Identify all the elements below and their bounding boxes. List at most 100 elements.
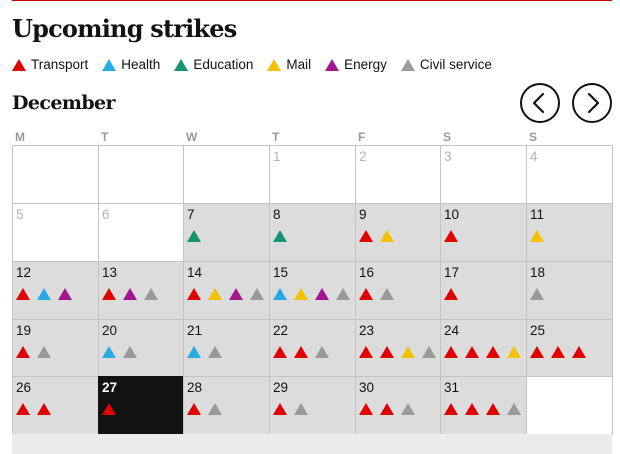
calendar-day-18[interactable]: 18 <box>526 261 613 320</box>
calendar-day-26[interactable]: 26 <box>12 376 99 435</box>
legend-item-civil-service: Civil service <box>400 57 492 72</box>
calendar-day-3[interactable]: 3 <box>440 145 527 204</box>
day-number: 3 <box>444 149 452 164</box>
mail-strike-icon <box>267 58 282 71</box>
transport-strike-icon <box>12 58 26 71</box>
legend-item-mail: Mail <box>267 57 311 72</box>
education-strike-icon <box>273 230 287 242</box>
calendar-day-25[interactable]: 25 <box>526 319 613 377</box>
strike-icons <box>273 403 315 415</box>
transport-strike-icon <box>16 288 30 300</box>
civil-service-strike-icon <box>294 403 308 415</box>
civil-service-strike-icon <box>208 346 222 358</box>
mail-strike-icon <box>401 346 415 358</box>
weekday-label: S <box>529 130 538 144</box>
calendar-day-24[interactable]: 24 <box>440 319 527 377</box>
mail-strike-icon <box>208 288 222 300</box>
strike-icons <box>16 403 58 415</box>
calendar-day-15[interactable]: 15 <box>269 261 356 320</box>
day-number: 9 <box>359 207 367 222</box>
transport-strike-icon <box>380 346 394 358</box>
day-number: 4 <box>530 149 538 164</box>
day-number: 20 <box>102 323 118 338</box>
calendar-day-19[interactable]: 19 <box>12 319 99 377</box>
chevron-right-icon <box>587 92 600 114</box>
calendar-day-31[interactable]: 31 <box>440 376 527 435</box>
calendar-day-5[interactable]: 5 <box>12 203 99 262</box>
calendar-day-22[interactable]: 22 <box>269 319 356 377</box>
calendar-day-30[interactable]: 30 <box>355 376 441 435</box>
civil-service-strike-icon <box>208 403 222 415</box>
previous-month-button[interactable] <box>520 83 560 123</box>
transport-strike-icon <box>359 403 373 415</box>
day-number: 5 <box>16 207 24 222</box>
day-number: 28 <box>187 380 203 395</box>
top-rule <box>12 0 612 1</box>
next-month-button[interactable] <box>572 83 612 123</box>
transport-strike-icon <box>572 346 586 358</box>
energy-strike-icon <box>315 288 329 300</box>
calendar-day-28[interactable]: 28 <box>183 376 270 435</box>
calendar-day-6[interactable]: 6 <box>98 203 184 262</box>
strike-icons <box>444 230 465 242</box>
energy-strike-icon <box>123 288 137 300</box>
calendar-day-7[interactable]: 7 <box>183 203 270 262</box>
calendar-day-9[interactable]: 9 <box>355 203 441 262</box>
health-strike-icon <box>102 58 117 71</box>
transport-strike-icon <box>486 346 500 358</box>
transport-strike-icon <box>551 346 565 358</box>
strike-icons <box>187 346 229 358</box>
calendar-day-12[interactable]: 12 <box>12 261 99 320</box>
strike-icons <box>530 230 551 242</box>
civil-service-strike-icon <box>144 288 158 300</box>
health-strike-icon <box>102 346 116 358</box>
calendar-day-21[interactable]: 21 <box>183 319 270 377</box>
legend: Transport Health Education Mail Energy Civil … <box>12 57 506 72</box>
calendar-day-14[interactable]: 14 <box>183 261 270 320</box>
legend-item-energy: Energy <box>325 57 387 72</box>
calendar-day-8[interactable]: 8 <box>269 203 356 262</box>
calendar-day-29[interactable]: 29 <box>269 376 356 435</box>
civil-service-strike-icon <box>401 403 415 415</box>
mail-strike-icon <box>507 346 521 358</box>
day-number: 2 <box>359 149 367 164</box>
day-number: 17 <box>444 265 460 280</box>
calendar-day-20[interactable]: 20 <box>98 319 184 377</box>
civil-service-strike-icon <box>530 288 544 300</box>
legend-label: Health <box>121 57 161 72</box>
transport-strike-icon <box>273 403 287 415</box>
calendar-day-11[interactable]: 11 <box>526 203 613 262</box>
transport-strike-icon <box>102 403 116 415</box>
calendar-day-16[interactable]: 16 <box>355 261 441 320</box>
calendar-day-1[interactable]: 1 <box>269 145 356 204</box>
transport-strike-icon <box>16 346 30 358</box>
energy-strike-icon <box>325 58 340 71</box>
mail-strike-icon <box>294 288 308 300</box>
legend-label: Transport <box>31 57 89 72</box>
day-number: 25 <box>530 323 546 338</box>
calendar-day-10[interactable]: 10 <box>440 203 527 262</box>
strike-icons <box>102 403 123 415</box>
transport-strike-icon <box>530 346 544 358</box>
calendar-day-13[interactable]: 13 <box>98 261 184 320</box>
education-strike-icon <box>174 58 189 71</box>
weekday-label: M <box>15 130 25 144</box>
calendar-day-empty <box>183 145 270 204</box>
calendar-day-17[interactable]: 17 <box>440 261 527 320</box>
civil-service-strike-icon <box>250 288 264 300</box>
transport-strike-icon <box>444 230 458 242</box>
day-number: 7 <box>187 207 195 222</box>
strike-icons <box>359 403 422 415</box>
day-number: 15 <box>273 265 289 280</box>
day-number: 1 <box>273 149 281 164</box>
calendar-day-23[interactable]: 23 <box>355 319 441 377</box>
day-number: 18 <box>530 265 546 280</box>
calendar-day-27[interactable]: 27 <box>98 376 184 435</box>
strike-icons <box>359 288 401 300</box>
calendar-day-4[interactable]: 4 <box>526 145 613 204</box>
strike-icons <box>444 288 465 300</box>
weekday-label: S <box>443 130 452 144</box>
transport-strike-icon <box>294 346 308 358</box>
legend-label: Mail <box>286 57 312 72</box>
calendar-day-2[interactable]: 2 <box>355 145 441 204</box>
